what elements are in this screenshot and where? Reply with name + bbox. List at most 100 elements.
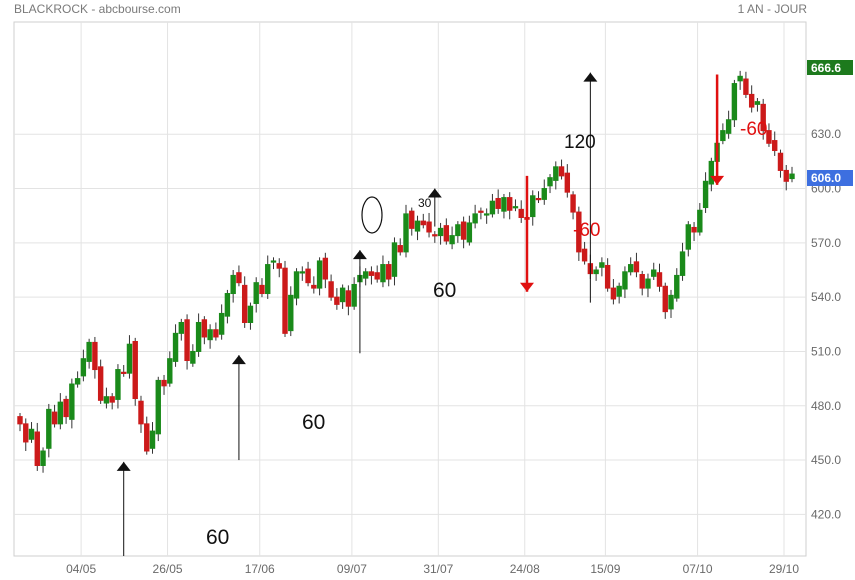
price-badges: 666.6 606.0 (807, 60, 853, 186)
candle-body (397, 245, 403, 253)
candle-body (685, 224, 691, 250)
candle-body (115, 369, 121, 400)
candle-body (512, 206, 519, 209)
x-tick-label: 07/10 (683, 562, 713, 576)
annotation-label-minus60-oct: -60 (740, 119, 767, 140)
candle-body (731, 83, 738, 121)
candle-body (772, 140, 778, 152)
candle-body (426, 221, 432, 233)
x-tick-label: 26/05 (153, 562, 183, 576)
candle-body (564, 172, 571, 193)
candle-body (74, 378, 81, 385)
annotation-label-60-bottom: 60 (206, 526, 229, 549)
candle-body (656, 272, 663, 287)
candle-body (702, 180, 709, 209)
annotations: 60 60 60 30 120 -60 -60 (116, 72, 767, 556)
candle-body (144, 423, 150, 452)
candles (17, 70, 795, 473)
candle-body (23, 423, 29, 443)
candle-body (604, 264, 611, 289)
candle-body (737, 75, 743, 82)
candle-body (34, 431, 40, 466)
candle-body (345, 290, 352, 307)
candle-body (789, 173, 795, 180)
candle-body (651, 269, 657, 277)
candle-body (466, 222, 473, 243)
candle-body (610, 287, 617, 300)
candle-body (443, 225, 450, 242)
candle-body (754, 101, 761, 105)
candle-body (236, 272, 242, 284)
candle-body (190, 350, 196, 364)
candle-body (288, 294, 294, 332)
candle-body (420, 220, 426, 226)
candle-body (17, 416, 23, 425)
candle-body (311, 284, 317, 289)
candle-body (28, 428, 35, 440)
candle-body (518, 208, 524, 218)
candle-body (368, 271, 375, 276)
candle-body (645, 278, 651, 289)
black-arrow-0-head (116, 461, 131, 471)
candle-body (305, 268, 311, 284)
candle-body (570, 194, 576, 213)
candle-body (449, 235, 455, 245)
candle-body (483, 213, 490, 216)
candle-body (720, 130, 726, 142)
candle-body (80, 358, 87, 377)
candle-body (409, 210, 415, 229)
x-tick-label: 15/09 (590, 562, 620, 576)
candle-body (616, 285, 622, 297)
annotation-label-60-mid: 60 (433, 279, 456, 302)
candle-body (218, 312, 225, 335)
x-tick-label: 24/08 (510, 562, 540, 576)
candle-body (760, 103, 766, 132)
candle-body (455, 224, 461, 237)
candle-body (679, 251, 686, 276)
candle-body (270, 260, 277, 263)
candle-body (460, 221, 467, 240)
candle-body (46, 408, 52, 449)
candle-body (167, 358, 173, 384)
candle-body (213, 329, 219, 338)
candle-body (639, 274, 645, 289)
candle-body (478, 210, 484, 213)
candle-body (380, 264, 386, 283)
candle-body (63, 398, 69, 418)
candle-body (553, 166, 559, 181)
candle-body (725, 119, 732, 134)
candle-body (103, 396, 110, 404)
candle-body (432, 234, 438, 237)
candle-body (149, 430, 156, 449)
candle-body (599, 262, 605, 268)
candle-body (668, 294, 674, 310)
candle-body (40, 450, 46, 466)
candle-body (126, 343, 133, 374)
candle-body (414, 220, 421, 232)
candle-body (783, 169, 789, 182)
candle-body (576, 211, 582, 253)
candle-body (627, 264, 634, 273)
candle-body (339, 287, 346, 303)
x-tick-label: 31/07 (423, 562, 453, 576)
candle-body (622, 271, 628, 290)
candle-body (224, 293, 231, 317)
candle-body (201, 319, 208, 338)
chart-period: 1 AN - JOUR (737, 2, 807, 16)
high-badge (807, 60, 853, 75)
black-arrow-4-head (583, 72, 598, 82)
last-price-badge-label: 606.0 (811, 171, 841, 185)
red-arrow-0-head (519, 282, 534, 292)
candle-body (322, 257, 329, 280)
y-tick-label: 450.0 (811, 453, 841, 467)
candle-body (195, 321, 202, 352)
candle-body (495, 197, 501, 209)
candle-body (69, 383, 75, 420)
candle-body (241, 284, 248, 323)
candle-body (334, 296, 340, 305)
black-arrow-3-head (427, 188, 442, 198)
candle-body (161, 379, 167, 387)
candle-body (86, 341, 92, 362)
candle-body (489, 200, 496, 215)
